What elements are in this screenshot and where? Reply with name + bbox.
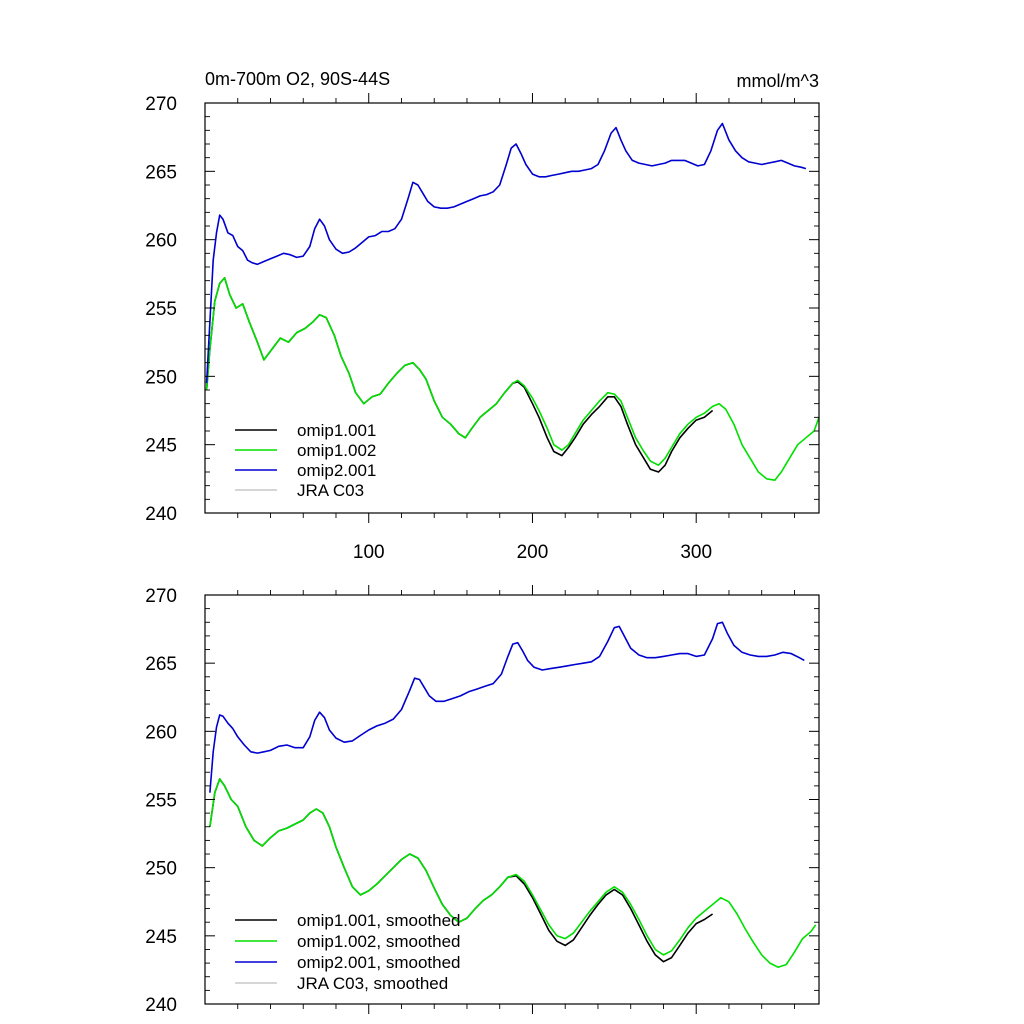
top-xtick-label-200: 200 [517,542,549,563]
bottom-legend-label-jra-c03-smoothed: JRA C03, smoothed [297,974,448,993]
bottom-plot-area: 240 245 250 255 260 265 270 [145,585,820,1016]
top-plot-frame [204,102,820,514]
top-ytick-label-250: 250 [145,367,177,388]
bottom-ytick-label-270: 270 [145,586,177,607]
top-xtick-label-100: 100 [353,542,385,563]
bottom-ytick-label-250: 250 [145,859,177,880]
top-ytick-label-240: 240 [145,504,177,525]
bottom-series-omip1-001-smoothed [209,778,714,963]
top-legend-label-omip2-001: omip2.001 [297,461,376,480]
bottom-series-omip1-002-smoothed [209,778,817,968]
top-series-layer [205,122,820,481]
top-legend-label-omip1-001: omip1.001 [297,421,376,440]
top-panel-units: mmol/m^3 [737,71,819,91]
top-legend-label-jra-c03: JRA C03 [297,481,364,500]
top-panel-title: 0m-700m O2, 90S-44S [205,69,390,89]
bottom-plot-frame [204,594,820,1005]
bottom-legend: omip1.001, smoothed omip1.002, smoothed om… [235,911,461,993]
bottom-legend-label-omip1-002-smoothed: omip1.002, smoothed [297,932,461,951]
top-xtick-label-300: 300 [680,542,712,563]
bottom-legend-label-omip2-001-smoothed: omip2.001, smoothed [297,953,461,972]
bottom-ytick-label-255: 255 [145,791,177,812]
top-ticks-layer: 240 245 250 255 260 265 270 100 200 300 [145,93,819,563]
top-legend-label-omip1-002: omip1.002 [297,441,376,460]
top-ytick-label-245: 245 [145,436,177,457]
bottom-legend-label-omip1-001-smoothed: omip1.001, smoothed [297,911,461,930]
bottom-series-layer [209,621,817,968]
bottom-ytick-label-265: 265 [145,654,177,675]
top-ytick-label-260: 260 [145,231,177,252]
bottom-ticks-layer: 240 245 250 255 260 265 270 [145,585,819,1016]
top-ytick-label-270: 270 [145,94,177,115]
top-ytick-label-255: 255 [145,299,177,320]
bottom-series-omip2-001-smoothed [209,621,805,793]
top-ytick-label-265: 265 [145,162,177,183]
bottom-panel: 240 245 250 255 260 265 270 omip1.001, smoothe… [145,585,820,1016]
top-plot-area: 240 245 250 255 260 265 270 100 200 300 [145,93,820,563]
top-series-omip2-001 [205,122,807,384]
bottom-ytick-label-260: 260 [145,722,177,743]
bottom-ytick-label-245: 245 [145,927,177,948]
top-panel: 0m-700m O2, 90S-44S mmol/m^3 240 245 250 25… [145,69,820,563]
top-series-omip1-001 [205,277,714,473]
top-series-omip1-002 [205,277,820,481]
bottom-ytick-label-240: 240 [145,995,177,1016]
